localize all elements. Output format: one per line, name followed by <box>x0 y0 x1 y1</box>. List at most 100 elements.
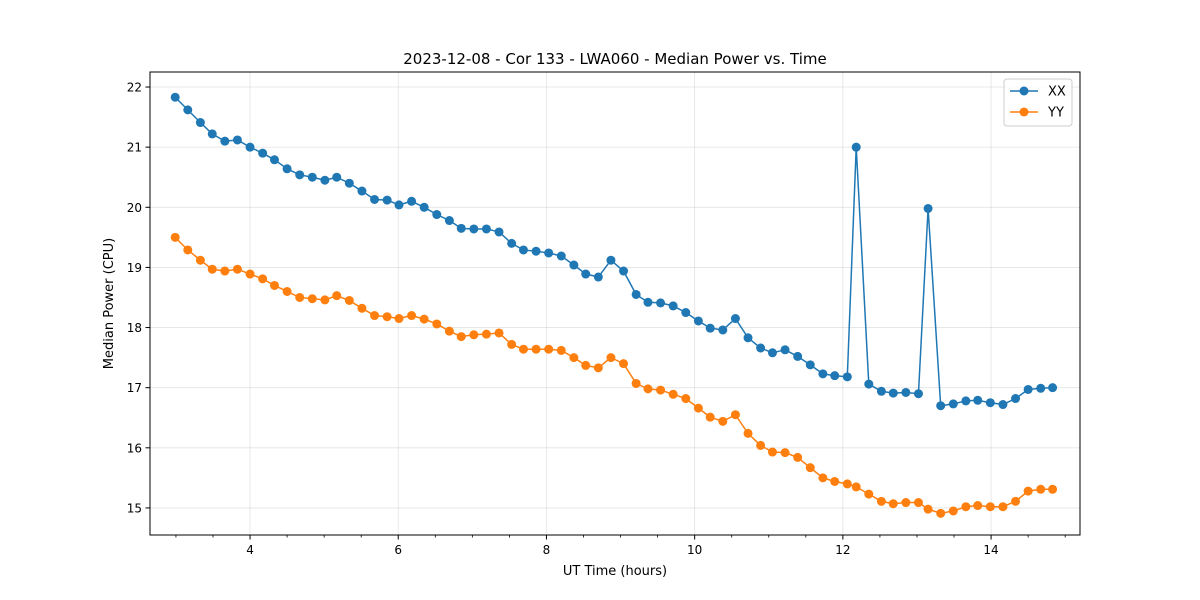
data-point-yy <box>295 292 305 302</box>
x-tick-label: 8 <box>543 543 551 557</box>
data-point-xx <box>705 323 715 333</box>
data-point-yy <box>631 378 641 388</box>
data-point-xx <box>985 398 995 408</box>
data-point-yy <box>207 264 217 274</box>
y-tick-label: 17 <box>127 381 142 395</box>
data-point-yy <box>494 328 504 338</box>
data-point-yy <box>730 410 740 420</box>
data-point-xx <box>851 142 861 152</box>
data-point-xx <box>469 224 479 234</box>
data-point-yy <box>805 463 815 473</box>
data-point-yy <box>913 498 923 508</box>
data-point-xx <box>444 216 454 226</box>
data-point-xx <box>998 400 1008 410</box>
data-point-yy <box>518 344 528 354</box>
data-point-yy <box>220 266 230 276</box>
data-point-xx <box>1048 383 1058 393</box>
chart-title: 2023-12-08 - Cor 133 - LWA060 - Median P… <box>403 50 827 68</box>
data-point-yy <box>370 311 380 321</box>
data-point-yy <box>985 502 995 512</box>
data-point-xx <box>864 379 874 389</box>
data-point-xx <box>307 172 317 182</box>
data-point-yy <box>444 326 454 336</box>
data-point-yy <box>269 280 279 290</box>
data-point-yy <box>888 499 898 509</box>
data-point-xx <box>756 343 766 353</box>
y-tick-label: 16 <box>127 441 142 455</box>
data-point-yy <box>842 479 852 489</box>
data-point-yy <box>593 363 603 373</box>
data-point-yy <box>195 255 205 265</box>
data-point-xx <box>569 260 579 270</box>
data-point-yy <box>780 448 790 458</box>
data-point-xx <box>948 399 958 409</box>
plot-frame <box>149 71 1081 536</box>
data-point-xx <box>913 389 923 399</box>
data-point-yy <box>656 385 666 395</box>
y-tick-label: 19 <box>127 261 142 275</box>
data-point-xx <box>656 298 666 308</box>
data-point-xx <box>220 136 230 146</box>
data-point-xx <box>888 388 898 398</box>
data-point-xx <box>842 372 852 382</box>
data-point-xx <box>643 297 653 307</box>
data-point-yy <box>469 330 479 340</box>
data-point-yy <box>183 245 193 255</box>
data-point-xx <box>195 118 205 128</box>
data-point-yy <box>767 447 777 457</box>
data-point-yy <box>998 502 1008 512</box>
legend-marker-yy <box>1019 107 1029 117</box>
series-yy <box>170 232 1058 518</box>
data-point-yy <box>481 329 491 339</box>
data-point-xx <box>295 170 305 180</box>
data-point-yy <box>961 502 971 512</box>
data-point-yy <box>556 345 566 355</box>
data-point-xx <box>593 272 603 282</box>
data-point-xx <box>923 203 933 213</box>
data-point-xx <box>876 386 886 396</box>
data-point-xx <box>518 245 528 255</box>
data-point-yy <box>606 353 616 363</box>
x-tick-label: 14 <box>983 543 998 557</box>
data-point-yy <box>357 303 367 313</box>
data-point-yy <box>718 416 728 426</box>
data-point-yy <box>432 319 442 329</box>
data-point-xx <box>232 135 242 145</box>
data-point-yy <box>282 286 292 296</box>
data-point-yy <box>507 339 517 349</box>
data-point-yy <box>668 389 678 399</box>
data-point-yy <box>830 476 840 486</box>
data-point-yy <box>456 332 466 342</box>
y-tick-label: 15 <box>127 501 142 515</box>
data-point-yy <box>170 232 180 242</box>
y-tick-label: 22 <box>127 81 142 95</box>
data-point-yy <box>531 344 541 354</box>
data-point-yy <box>569 353 579 363</box>
data-point-yy <box>1023 486 1033 496</box>
data-point-xx <box>767 348 777 358</box>
data-point-xx <box>494 227 504 237</box>
x-tick-label: 6 <box>394 543 402 557</box>
data-point-xx <box>407 196 417 206</box>
data-point-xx <box>320 175 330 185</box>
data-point-xx <box>936 401 946 411</box>
x-tick-label: 10 <box>687 543 702 557</box>
legend-label-yy: YY <box>1047 106 1064 121</box>
data-point-yy <box>936 508 946 518</box>
data-point-xx <box>258 148 268 158</box>
data-point-xx <box>793 351 803 361</box>
data-point-xx <box>382 195 392 205</box>
data-point-xx <box>1036 383 1046 393</box>
data-point-xx <box>170 92 180 102</box>
data-point-yy <box>307 294 317 304</box>
data-point-yy <box>344 295 354 305</box>
data-point-yy <box>258 274 268 284</box>
data-point-yy <box>619 359 629 369</box>
data-point-yy <box>876 496 886 506</box>
x-axis-label: UT Time (hours) <box>563 564 667 579</box>
data-point-yy <box>864 489 874 499</box>
data-point-yy <box>1048 484 1058 494</box>
data-point-xx <box>1023 384 1033 394</box>
